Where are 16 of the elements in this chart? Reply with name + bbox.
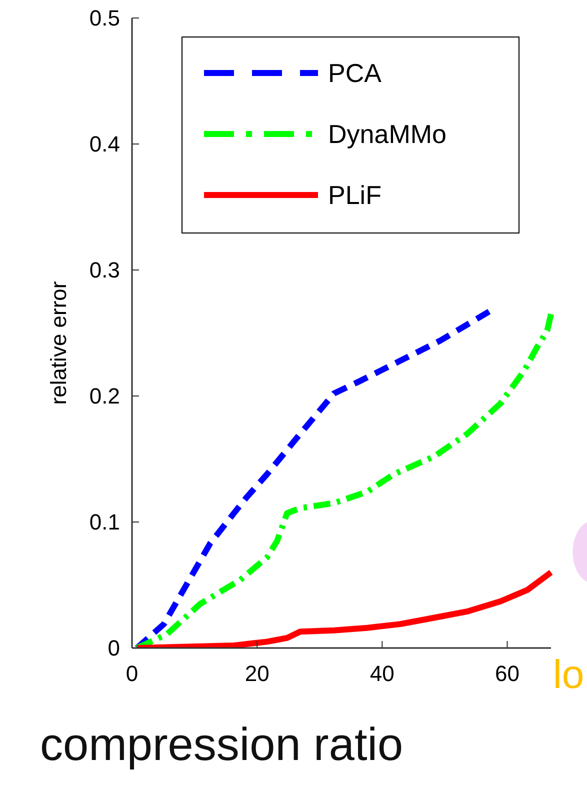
- y-tick-label: 0.4: [89, 132, 120, 157]
- x-tick-label: 60: [494, 661, 520, 686]
- y-tick-label: 0.5: [89, 6, 120, 31]
- text: lo: [553, 653, 584, 697]
- legend-label: PLiF: [328, 180, 382, 210]
- y-tick-label: 0.1: [89, 510, 120, 535]
- legend-label: DynaMMo: [328, 119, 446, 150]
- legend-label: PCA: [328, 58, 382, 88]
- x-axis-title: compression ratio: [40, 718, 404, 770]
- x-tick-label: 0: [126, 661, 138, 686]
- y-tick-label: 0: [108, 636, 120, 661]
- y-axis-title: relative error: [46, 281, 71, 405]
- y-tick-label: 0.2: [89, 384, 120, 409]
- x-tick-label: 40: [370, 661, 394, 686]
- y-tick-label: 0.3: [89, 258, 120, 283]
- x-tick-label: 20: [244, 661, 270, 686]
